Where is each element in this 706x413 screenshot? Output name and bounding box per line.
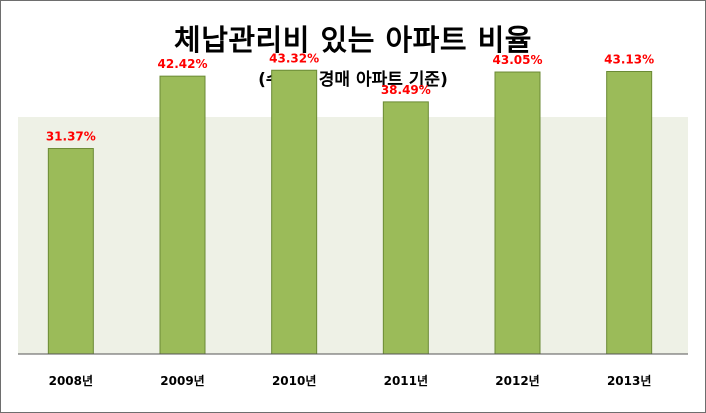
chart-title: 체납관리비 있는 아파트 비율: [174, 23, 532, 57]
data-label: 43.13%: [604, 52, 654, 66]
plot-area: [18, 117, 688, 354]
labels-group: 31.37% 2008년 42.42% 2009년 43.32% 2010년 38.49% 2…: [46, 51, 654, 388]
x-tick-label: 2012년: [495, 374, 539, 388]
data-label: 43.05%: [493, 53, 543, 67]
x-tick-label: 2009년: [160, 374, 204, 388]
data-label: 31.37%: [46, 130, 96, 144]
x-tick-label: 2008년: [49, 374, 93, 388]
x-tick-label: 2011년: [384, 374, 428, 388]
data-label: 43.32%: [269, 51, 319, 65]
bar-2013년: [606, 70, 653, 355]
x-tick-label: 2013년: [607, 374, 651, 388]
bar-2012년: [494, 71, 541, 355]
bars-group: [47, 69, 653, 355]
x-tick-label: 2010년: [272, 374, 316, 388]
bar-2008년: [47, 148, 94, 355]
data-label: 38.49%: [381, 83, 431, 97]
bar-2011년: [382, 101, 429, 355]
data-label: 42.42%: [158, 57, 208, 71]
bar-2010년: [271, 69, 318, 355]
bar-2009년: [159, 75, 206, 355]
